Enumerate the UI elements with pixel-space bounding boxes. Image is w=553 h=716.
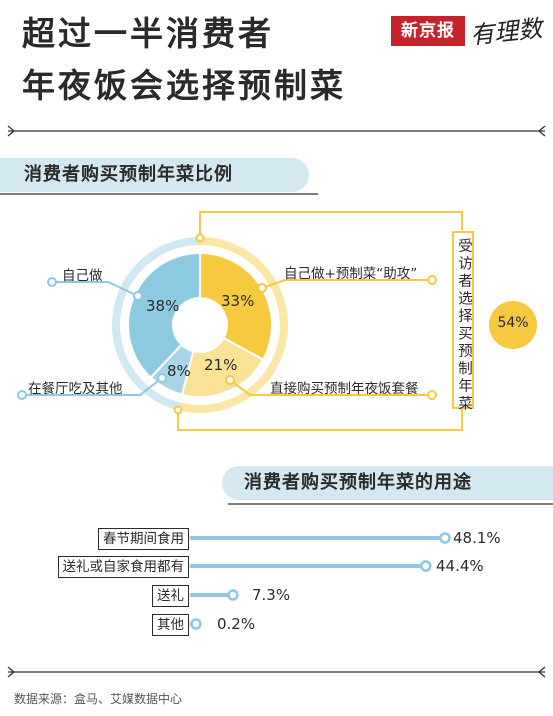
slice-label-self: 自己做 (62, 268, 103, 284)
slice-value-self-plus: 33% (221, 292, 255, 310)
headline-line2: 年夜饭会选择预制菜 (22, 66, 346, 105)
donut-slice (127, 251, 201, 379)
donut-ring-segment (178, 363, 278, 413)
slice-value-restaurant: 8% (167, 362, 191, 380)
bracket-bottom (177, 408, 463, 431)
brand-logo: 新京报 (391, 16, 465, 46)
data-source: 数据来源：盒马、艾媒数据中心 (14, 692, 183, 706)
group-badge (489, 301, 537, 349)
group-label-box (452, 231, 474, 409)
bar-label-other: 其他 (152, 614, 189, 636)
bar-end-marker (420, 560, 432, 572)
slice-label-self-plus: 自己做+预制菜“助攻” (284, 266, 418, 282)
section-title-ratio: 消费者购买预制年菜比例 (0, 158, 309, 192)
bar-label-gift: 送礼 (152, 585, 189, 607)
donut-ring-segment (200, 237, 288, 368)
section-title-underline (0, 193, 318, 195)
bar-label-festival: 春节期间食用 (98, 528, 189, 550)
group-value: 54% (497, 315, 529, 331)
bracket-top (199, 211, 463, 238)
donut-ring-segment (112, 237, 200, 390)
donut-ring-segment (139, 383, 181, 411)
slice-value-self: 38% (146, 297, 180, 315)
bar-value-other: 0.2% (217, 615, 256, 633)
headline-line1: 超过一半消费者 (22, 14, 274, 53)
slice-label-restaurant: 在餐厅吃及其他 (28, 381, 123, 397)
bar-label-both: 送礼或自家食用都有 (57, 556, 189, 578)
slice-value-set-meal: 21% (204, 356, 238, 374)
bar-end-marker (439, 532, 451, 544)
bar-value-gift: 7.3% (252, 586, 291, 604)
bar-value-festival: 48.1% (453, 529, 501, 547)
bar-end-marker (227, 589, 239, 601)
donut-slice (199, 251, 273, 362)
section-title-usage: 消费者购买预制年菜的用途 (222, 466, 553, 500)
group-label: 受访者选择买预制年菜 (456, 238, 472, 413)
slice-label-set-meal: 直接购买预制年夜饭套餐 (270, 381, 419, 397)
bar-end-marker (190, 618, 202, 630)
bar-value-both: 44.4% (436, 557, 484, 575)
donut-slice (180, 336, 265, 398)
